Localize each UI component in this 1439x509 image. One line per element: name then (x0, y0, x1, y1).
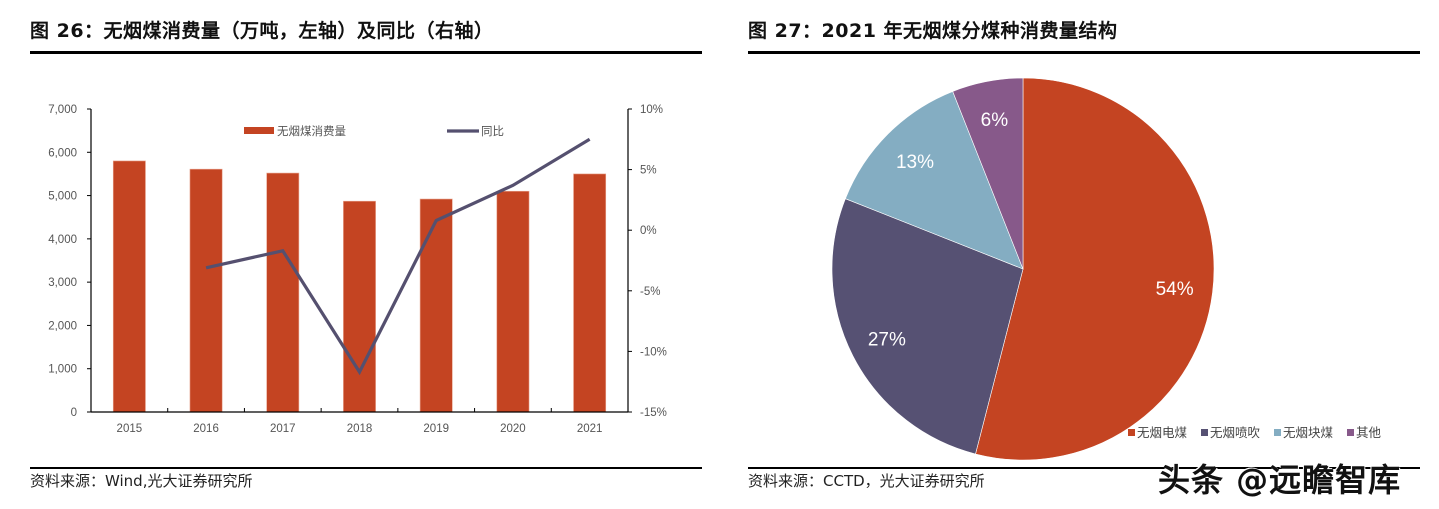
legend-swatch-3 (1347, 429, 1354, 436)
right-tick-label: 0% (640, 225, 657, 237)
pie-label-2: 13% (896, 152, 934, 173)
x-tick-label: 2016 (193, 423, 219, 435)
right-title-rule (748, 51, 1420, 54)
x-tick-label: 2018 (347, 423, 373, 435)
right-tick-label: 5% (640, 165, 657, 177)
left-tick-label: 4,000 (48, 234, 77, 246)
legend-swatch-1 (1201, 429, 1208, 436)
left-tick-label: 0 (71, 407, 77, 419)
left-source-note: 资料来源：Wind,光大证券研究所 (30, 472, 253, 490)
pie-chart: 54% 27% 13% 6% 无烟电煤 无烟喷吹 无烟块煤 其他 (831, 77, 1382, 460)
pie-slice-3 (952, 77, 1024, 270)
left-tick-label: 7,000 (48, 104, 77, 116)
bar-line-chart: 0 1,000 2,000 3,000 4,000 5,000 6,000 7,000 -15%… (48, 104, 667, 435)
pie-slice-2 (845, 91, 1024, 270)
right-tick-label: 10% (640, 104, 663, 116)
left-tick-label: 5,000 (48, 191, 77, 203)
left-chart-title: 图 26：无烟煤消费量（万吨，左轴）及同比（右轴） (30, 20, 494, 42)
pie-slice-1 (831, 198, 1024, 455)
left-source-rule (30, 467, 702, 469)
right-source-note: 资料来源：CCTD，光大证券研究所 (748, 472, 985, 490)
x-tick-label: 2017 (270, 423, 296, 435)
right-chart-title: 图 27：2021 年无烟煤分煤种消费量结构 (748, 20, 1118, 42)
yoy-line (205, 137, 591, 376)
right-tick-label: -5% (640, 286, 660, 298)
right-tick-label: -15% (640, 407, 667, 419)
pie-label-3: 6% (981, 110, 1009, 131)
pie-label-1: 27% (868, 329, 906, 350)
bar-2020 (496, 190, 530, 413)
x-tick-label: 2015 (117, 423, 143, 435)
x-tick-label: 2021 (577, 423, 603, 435)
legend-swatch-0 (1128, 429, 1135, 436)
legend-label-2: 无烟块煤 (1283, 426, 1334, 440)
legend-label-1: 无烟喷吹 (1210, 426, 1261, 440)
bar-2019 (419, 198, 453, 413)
x-tick-label: 2019 (423, 423, 449, 435)
left-title-rule (30, 51, 702, 54)
bar-2017 (266, 172, 300, 413)
pie-slice-0 (975, 77, 1215, 460)
left-tick-label: 2,000 (48, 320, 77, 332)
legend-swatch-bar (244, 127, 274, 134)
bar-2018 (343, 200, 376, 413)
left-tick-label: 1,000 (48, 364, 77, 376)
right-tick-label: -10% (640, 346, 667, 358)
pie-label-0: 54% (1156, 279, 1194, 300)
bar-2021 (573, 173, 607, 413)
bar-2015 (112, 160, 146, 413)
legend-label-line: 同比 (481, 125, 504, 138)
watermark: 头条 @远瞻智库 (1158, 461, 1402, 499)
legend-label-0: 无烟电煤 (1137, 426, 1188, 440)
bar-2016 (189, 168, 223, 413)
x-tick-label: 2020 (500, 423, 526, 435)
legend-swatch-2 (1274, 429, 1281, 436)
legend-label-bar: 无烟煤消费量 (277, 124, 346, 138)
legend-label-3: 其他 (1356, 426, 1382, 440)
left-tick-label: 6,000 (48, 147, 77, 159)
right-source-rule (748, 467, 1420, 469)
left-tick-label: 3,000 (48, 277, 77, 289)
